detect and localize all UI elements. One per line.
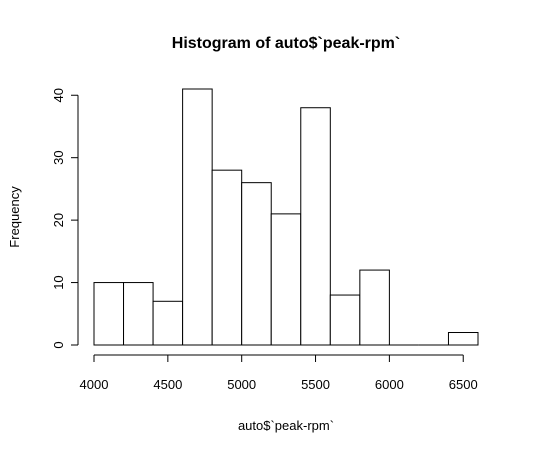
histogram-bar-3: [182, 88, 213, 346]
histogram-bar-5: [241, 182, 272, 346]
histogram-bar-2: [152, 300, 184, 346]
histogram-bar-1: [123, 282, 154, 346]
histogram-bar-8: [329, 294, 361, 346]
y-tick-label-30: 30: [51, 150, 66, 164]
chart-title: Histogram of auto$`peak-rpm`: [172, 35, 400, 52]
histogram-bar-0: [93, 282, 125, 346]
x-tick-label-4500: 4500: [153, 377, 182, 392]
x-tick-label-6000: 6000: [375, 377, 404, 392]
x-axis: 4000 4500 5000 5500 6000 6500: [80, 354, 478, 392]
x-tick-label-5000: 5000: [227, 377, 256, 392]
x-tick-label-4000: 4000: [80, 377, 109, 392]
bars-group: [93, 88, 479, 346]
histogram-bar-12: [447, 332, 479, 346]
x-tick-label-5500: 5500: [301, 377, 330, 392]
y-tick-label-10: 10: [51, 275, 66, 289]
y-tick-label-0: 0: [51, 341, 66, 348]
x-tick-label-6500: 6500: [449, 377, 478, 392]
histogram-bar-7: [300, 107, 331, 346]
y-tick-label-40: 40: [51, 88, 66, 102]
y-tick-label-20: 20: [51, 213, 66, 227]
y-axis: 0 10 20 30 40: [51, 88, 79, 349]
x-axis-label: auto$`peak-rpm`: [238, 418, 334, 433]
histogram-bar-4: [211, 169, 243, 346]
histogram-bar-6: [270, 213, 302, 346]
y-axis-label: Frequency: [7, 186, 22, 248]
histogram-bar-9: [359, 269, 390, 346]
